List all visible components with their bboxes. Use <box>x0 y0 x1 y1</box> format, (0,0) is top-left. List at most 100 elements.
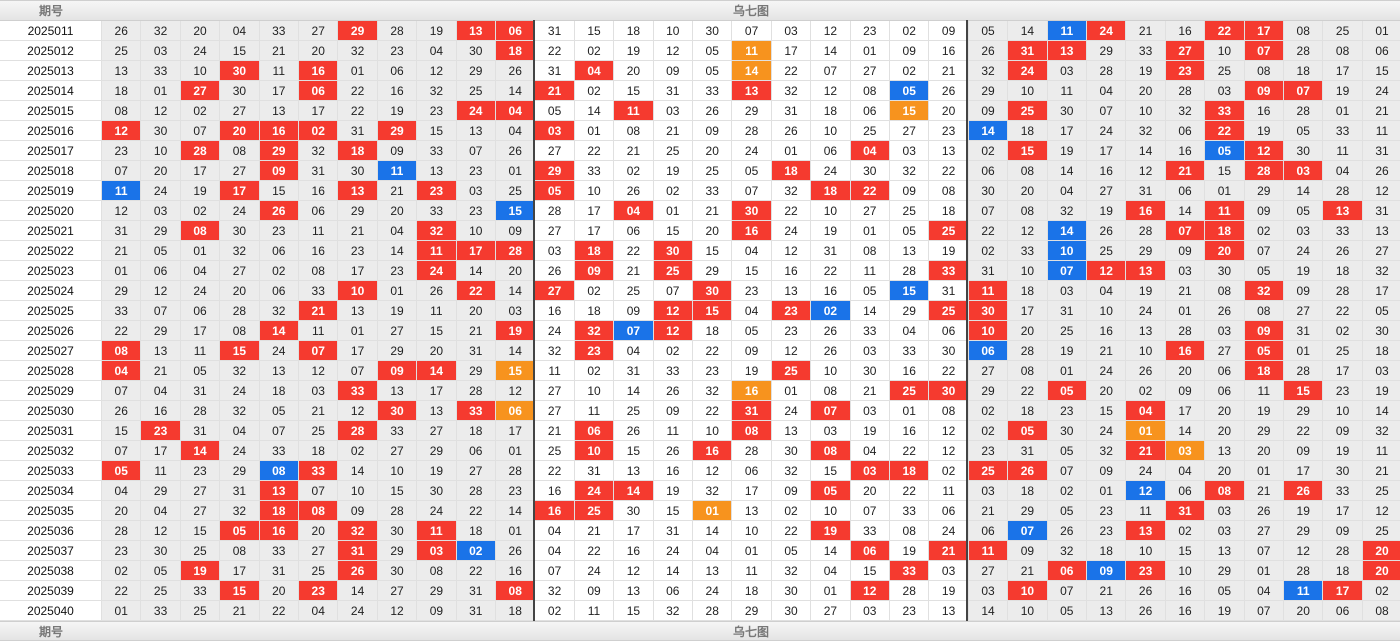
highlighted-number-cell: 27 <box>1165 41 1206 61</box>
number-cell: 20 <box>929 101 969 121</box>
number-cell: 31 <box>535 21 575 41</box>
number-cell: 12 <box>1008 221 1048 241</box>
number-cell: 19 <box>1244 121 1284 141</box>
number-cell: 08 <box>1008 161 1048 181</box>
number-cell: 25 <box>180 601 221 621</box>
number-cell: 03 <box>1284 221 1324 241</box>
number-cell: 05 <box>1047 601 1087 621</box>
number-cell: 27 <box>377 441 418 461</box>
number-cell: 09 <box>614 301 654 321</box>
number-cell: 28 <box>1323 181 1363 201</box>
number-cell: 22 <box>574 541 615 561</box>
number-cell: 16 <box>811 281 851 301</box>
highlighted-number-cell: 08 <box>496 581 536 601</box>
number-cell: 33 <box>653 361 693 381</box>
number-cell: 11 <box>1126 501 1166 521</box>
number-cell: 01 <box>496 441 536 461</box>
number-cell: 07 <box>535 561 575 581</box>
number-cell: 03 <box>850 401 890 421</box>
number-cell: 27 <box>890 121 930 141</box>
number-cell: 26 <box>811 341 851 361</box>
number-cell: 19 <box>1047 341 1087 361</box>
highlighted-number-cell: 15 <box>220 341 260 361</box>
number-cell: 26 <box>1087 221 1127 241</box>
number-cell: 31 <box>1008 441 1048 461</box>
number-cell: 25 <box>850 121 890 141</box>
number-cell: 24 <box>1087 361 1127 381</box>
number-cell: 31 <box>653 81 693 101</box>
number-cell: 31 <box>180 421 221 441</box>
number-cell: 04 <box>811 561 851 581</box>
number-cell: 23 <box>496 481 536 501</box>
number-cell: 29 <box>1008 501 1048 521</box>
number-cell: 06 <box>811 141 851 161</box>
number-cell: 27 <box>456 461 496 481</box>
number-cell: 12 <box>377 601 418 621</box>
highlighted-number-cell: 24 <box>417 261 457 281</box>
number-cell: 01 <box>1047 361 1087 381</box>
number-cell: 32 <box>417 81 457 101</box>
number-cell: 01 <box>771 381 812 401</box>
number-cell: 13 <box>259 361 299 381</box>
highlighted-number-cell: 08 <box>180 221 221 241</box>
number-cell: 19 <box>180 181 221 201</box>
highlighted-number-cell: 25 <box>968 461 1009 481</box>
number-cell: 19 <box>811 221 851 241</box>
number-cell: 15 <box>417 121 457 141</box>
number-cell: 05 <box>1244 261 1284 281</box>
number-cell: 07 <box>141 301 181 321</box>
number-cell: 28 <box>693 601 733 621</box>
number-cell: 05 <box>141 561 181 581</box>
number-cell: 17 <box>180 321 221 341</box>
number-cell: 27 <box>377 321 418 341</box>
number-cell: 02 <box>890 61 930 81</box>
number-cell: 21 <box>141 361 181 381</box>
number-cell: 32 <box>1047 541 1087 561</box>
number-cell: 03 <box>535 241 575 261</box>
period-cell: 2025027 <box>0 341 102 361</box>
highlighted-number-cell: 07 <box>1047 261 1087 281</box>
number-cell: 17 <box>574 201 615 221</box>
highlighted-number-cell: 11 <box>1205 201 1245 221</box>
number-cell: 09 <box>417 601 457 621</box>
number-cell: 19 <box>1323 81 1363 101</box>
number-cell: 31 <box>811 241 851 261</box>
highlighted-number-cell: 19 <box>811 521 851 541</box>
highlighted-number-cell: 21 <box>1165 161 1206 181</box>
number-cell: 01 <box>1165 301 1206 321</box>
number-cell: 20 <box>496 261 536 281</box>
number-cell: 32 <box>141 21 181 41</box>
number-cell: 32 <box>771 561 812 581</box>
highlighted-number-cell: 14 <box>732 61 772 81</box>
number-cell: 06 <box>1205 381 1245 401</box>
number-cell: 13 <box>338 301 378 321</box>
number-cell: 04 <box>220 21 260 41</box>
number-cell: 33 <box>1126 41 1166 61</box>
number-cell: 21 <box>535 421 575 441</box>
number-cell: 01 <box>102 601 142 621</box>
number-cell: 06 <box>929 321 969 341</box>
highlighted-number-cell: 06 <box>574 421 615 441</box>
number-cell: 31 <box>1362 201 1400 221</box>
highlighted-number-cell: 13 <box>1126 261 1166 281</box>
header-title: 乌七图 <box>102 0 1400 21</box>
number-cell: 23 <box>890 601 930 621</box>
highlighted-number-cell: 17 <box>1244 21 1284 41</box>
number-cell: 10 <box>811 501 851 521</box>
highlighted-number-cell: 11 <box>417 521 457 541</box>
number-cell: 07 <box>811 61 851 81</box>
number-cell: 22 <box>338 101 378 121</box>
number-cell: 10 <box>1126 541 1166 561</box>
number-cell: 31 <box>535 61 575 81</box>
highlighted-number-cell: 16 <box>1126 201 1166 221</box>
number-cell: 24 <box>653 541 693 561</box>
number-cell: 19 <box>850 421 890 441</box>
number-cell: 24 <box>1362 81 1400 101</box>
highlighted-number-cell: 09 <box>1087 561 1127 581</box>
number-cell: 05 <box>693 61 733 81</box>
number-cell: 30 <box>771 581 812 601</box>
number-cell: 15 <box>377 481 418 501</box>
number-cell: 20 <box>1205 401 1245 421</box>
highlighted-number-cell: 21 <box>299 301 339 321</box>
number-cell: 02 <box>1126 381 1166 401</box>
